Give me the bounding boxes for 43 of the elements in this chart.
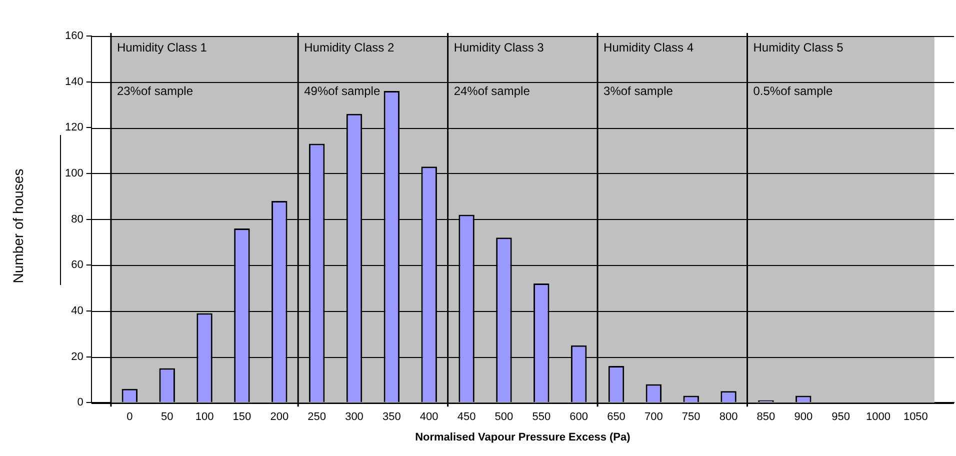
annotation: 0.5%of sample xyxy=(753,84,833,98)
x-tick-label: 450 xyxy=(457,411,476,424)
band-label: Humidity Class 5 xyxy=(753,40,844,54)
annotation: 23%of sample xyxy=(116,84,194,98)
y-tick-label: 100 xyxy=(64,168,84,180)
x-tick-label: 350 xyxy=(382,411,401,424)
x-tick-label: 900 xyxy=(794,411,813,424)
x-tick-label: 150 xyxy=(232,411,252,424)
band-label: Humidity Class 3 xyxy=(454,40,544,54)
x-tick-label: 50 xyxy=(160,411,174,424)
x-tick-label: 750 xyxy=(682,411,700,424)
annotation: 24%of sample xyxy=(454,84,530,98)
y-axis-title: Number of houses xyxy=(10,168,26,284)
x-tick-label: 500 xyxy=(494,411,514,424)
x-tick-label: 950 xyxy=(832,411,850,424)
x-axis-title: Normalised Vapour Pressure Excess (Pa) xyxy=(415,431,631,444)
x-tick-label: 1050 xyxy=(903,411,928,424)
y-tick-label: 160 xyxy=(64,30,84,42)
y-tick-label: 80 xyxy=(71,213,84,226)
x-tick-label: 400 xyxy=(420,411,438,424)
x-tick-label: 200 xyxy=(270,411,289,424)
y-tick-label: 120 xyxy=(64,122,84,134)
x-tick-label: 850 xyxy=(756,411,776,424)
x-tick-label: 250 xyxy=(308,411,326,424)
x-tick-label: 1000 xyxy=(866,411,890,424)
y-tick-label: 40 xyxy=(71,304,84,317)
band-label: Humidity Class 4 xyxy=(604,40,694,54)
x-tick-label: 300 xyxy=(345,411,364,424)
annotation: 49%of sample xyxy=(304,84,380,98)
x-tick-label: 100 xyxy=(195,411,214,424)
y-tick-label: 20 xyxy=(71,350,84,363)
annotation: 3%of sample xyxy=(604,84,674,98)
y-tick-label: 0 xyxy=(77,396,84,409)
x-tick-label: 650 xyxy=(607,411,626,424)
x-tick-label: 0 xyxy=(126,411,133,424)
band-label: Humidity Class 1 xyxy=(116,40,208,54)
x-tick-label: 600 xyxy=(570,411,588,424)
x-tick-label: 800 xyxy=(719,411,738,424)
x-tick-label: 550 xyxy=(532,411,551,424)
y-tick-label: 140 xyxy=(64,76,84,88)
x-tick-label: 700 xyxy=(644,411,663,424)
band-label: Humidity Class 2 xyxy=(304,40,394,54)
y-tick-label: 60 xyxy=(71,259,84,272)
